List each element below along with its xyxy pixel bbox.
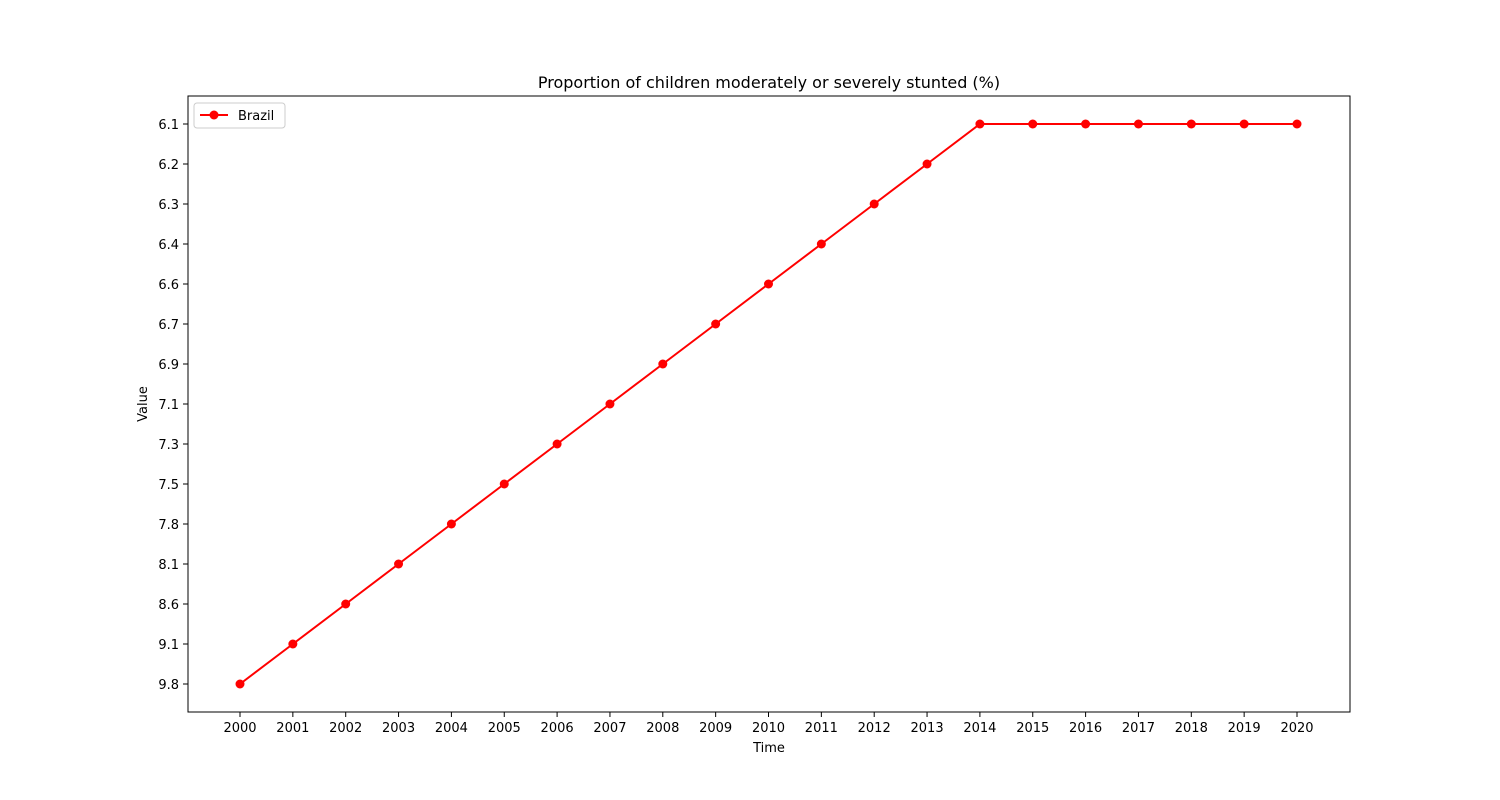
chart-title: Proportion of children moderately or sev… bbox=[538, 73, 1000, 92]
legend: Brazil bbox=[193, 102, 286, 129]
x-tick-label: 2001 bbox=[276, 721, 309, 736]
y-tick-label: 7.3 bbox=[158, 438, 179, 453]
legend-marker bbox=[209, 110, 219, 120]
x-tick-label: 2007 bbox=[593, 721, 626, 736]
data-point bbox=[552, 439, 562, 449]
y-tick-label: 6.1 bbox=[158, 118, 179, 133]
x-tick-label: 2017 bbox=[1122, 721, 1155, 736]
data-point bbox=[341, 599, 351, 609]
data-point bbox=[1292, 119, 1302, 129]
y-tick-label: 6.3 bbox=[158, 198, 179, 213]
x-tick-label: 2013 bbox=[911, 721, 944, 736]
data-point bbox=[446, 519, 456, 529]
series-line-brazil bbox=[239, 123, 1297, 685]
data-point bbox=[1186, 119, 1196, 129]
data-point bbox=[288, 639, 298, 649]
y-tick-label: 7.8 bbox=[158, 518, 179, 533]
data-point bbox=[975, 119, 985, 129]
data-point bbox=[658, 359, 668, 369]
y-tick-label: 6.7 bbox=[158, 318, 179, 333]
x-tick-label: 2002 bbox=[329, 721, 362, 736]
x-tick-label: 2020 bbox=[1280, 721, 1313, 736]
y-tick-label: 6.6 bbox=[158, 278, 179, 293]
y-tick-label: 7.5 bbox=[158, 478, 179, 493]
x-tick-label: 2014 bbox=[963, 721, 996, 736]
data-point bbox=[922, 159, 932, 169]
x-tick-label: 2006 bbox=[541, 721, 574, 736]
y-axis-label: Value bbox=[136, 386, 151, 422]
x-tick-label: 2008 bbox=[646, 721, 679, 736]
y-tick-label: 8.1 bbox=[158, 558, 179, 573]
y-tick-label: 9.1 bbox=[158, 638, 179, 653]
x-tick-label: 2003 bbox=[382, 721, 415, 736]
data-point bbox=[1081, 119, 1091, 129]
y-tick-label: 7.1 bbox=[158, 398, 179, 413]
x-tick-label: 2019 bbox=[1228, 721, 1261, 736]
x-axis: 2000 2001 2002 2003 2004 2005 2006 2007 2008 2009… bbox=[223, 712, 1314, 736]
data-point bbox=[869, 199, 879, 209]
y-tick-label: 9.8 bbox=[158, 678, 179, 693]
y-tick-label: 6.4 bbox=[158, 238, 179, 253]
x-tick-label: 2009 bbox=[699, 721, 732, 736]
x-tick-label: 2012 bbox=[858, 721, 891, 736]
x-axis-label: Time bbox=[752, 741, 785, 756]
y-tick-label: 6.2 bbox=[158, 158, 179, 173]
x-tick-label: 2016 bbox=[1069, 721, 1102, 736]
x-tick-label: 2005 bbox=[488, 721, 521, 736]
y-tick-label: 6.9 bbox=[158, 358, 179, 373]
x-tick-label: 2018 bbox=[1175, 721, 1208, 736]
data-point bbox=[394, 559, 404, 569]
data-point bbox=[1133, 119, 1143, 129]
x-tick-label: 2015 bbox=[1016, 721, 1049, 736]
x-tick-label: 2004 bbox=[435, 721, 468, 736]
data-point bbox=[605, 399, 615, 409]
data-point bbox=[711, 319, 721, 329]
x-tick-label: 2011 bbox=[805, 721, 838, 736]
data-point bbox=[499, 479, 509, 489]
data-point bbox=[1239, 119, 1249, 129]
x-tick-label: 2010 bbox=[752, 721, 785, 736]
x-tick-label: 2000 bbox=[223, 721, 256, 736]
legend-frame bbox=[193, 102, 286, 129]
data-point bbox=[235, 679, 245, 689]
y-axis: 9.8 9.1 8.6 8.1 7.8 7.5 7.3 7.1 6.9 6.7 6.6 6.4 6.3 6… bbox=[158, 118, 188, 693]
data-point bbox=[1028, 119, 1038, 129]
plot-area bbox=[187, 95, 1351, 713]
data-point bbox=[764, 279, 773, 289]
data-point bbox=[816, 239, 826, 249]
series-layer bbox=[235, 119, 1302, 689]
legend-label: Brazil bbox=[238, 109, 274, 124]
y-tick-label: 8.6 bbox=[158, 598, 179, 613]
